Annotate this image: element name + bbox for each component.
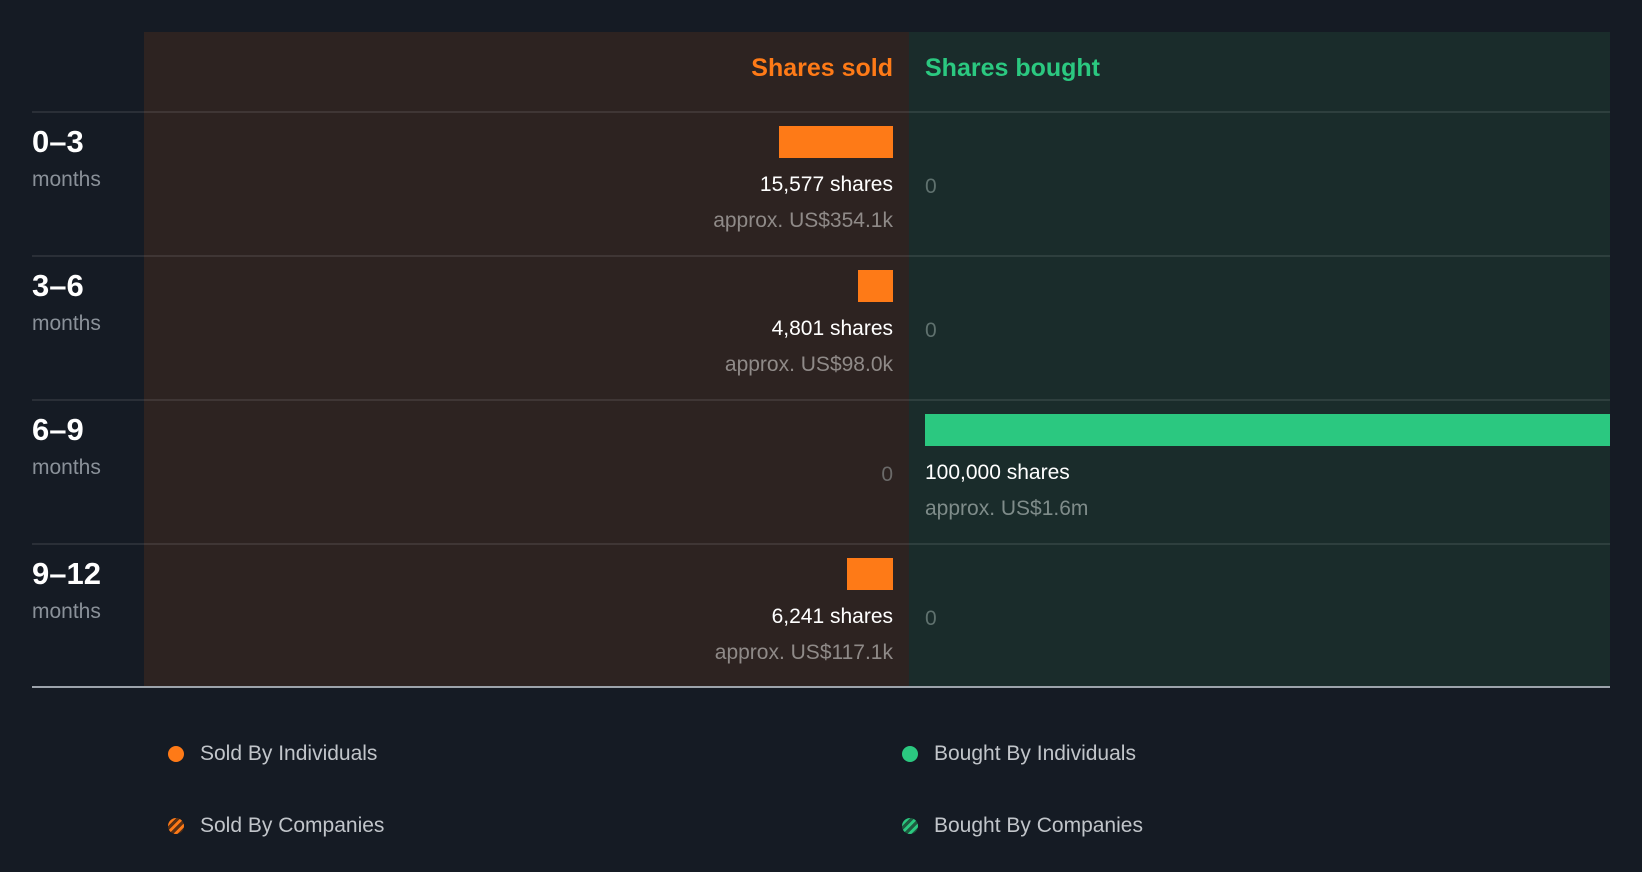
row-divider	[32, 111, 1610, 113]
bought-zero: 0	[925, 319, 937, 342]
row-divider	[32, 543, 1610, 545]
period-range: 3–6	[32, 268, 84, 303]
legend-bought-individuals[interactable]: Bought By Individuals	[902, 742, 1136, 766]
bought-shares: 100,000 shares	[925, 461, 1070, 484]
green-striped-dot-icon	[902, 818, 918, 834]
period-range: 9–12	[32, 556, 101, 591]
shares-bought-panel	[909, 32, 1610, 686]
sold-cell: 6,241 shares approx. US$117.1k	[715, 558, 893, 666]
period-unit: months	[32, 456, 101, 479]
legend-bought-companies[interactable]: Bought By Companies	[902, 814, 1143, 838]
orange-striped-dot-icon	[168, 818, 184, 834]
bought-approx-value: approx. US$1.6m	[925, 497, 1089, 520]
sold-shares: 6,241 shares	[771, 605, 893, 628]
green-dot-icon	[902, 746, 918, 762]
sold-shares: 4,801 shares	[771, 317, 893, 340]
shares-sold-header: Shares sold	[751, 54, 893, 82]
shares-bought-header: Shares bought	[925, 54, 1101, 82]
sold-approx-value: approx. US$117.1k	[714, 641, 893, 664]
period-label: 3–6 months	[32, 268, 101, 336]
sold-bar[interactable]	[858, 270, 893, 302]
table-row: 3–6 months 4,801 shares approx. US$98.0k…	[0, 256, 1642, 400]
legend-sold-companies[interactable]: Sold By Companies	[168, 814, 384, 838]
period-range: 6–9	[32, 412, 84, 447]
legend-label: Sold By Individuals	[200, 742, 378, 765]
chart-baseline	[32, 686, 1610, 688]
bought-cell: 0	[925, 606, 937, 632]
bought-cell: 0	[925, 174, 937, 200]
legend-label: Bought By Individuals	[934, 742, 1136, 765]
legend-sold-individuals[interactable]: Sold By Individuals	[168, 742, 377, 766]
table-row: 0–3 months 15,577 shares approx. US$354.…	[0, 112, 1642, 256]
sold-approx-value: approx. US$98.0k	[724, 353, 893, 376]
period-label: 9–12 months	[32, 556, 101, 624]
sold-bar[interactable]	[847, 558, 893, 590]
bought-zero: 0	[925, 607, 937, 630]
period-unit: months	[32, 312, 101, 335]
period-label: 0–3 months	[32, 124, 101, 192]
period-label: 6–9 months	[32, 412, 101, 480]
sold-zero: 0	[881, 463, 893, 486]
orange-dot-icon	[168, 746, 184, 762]
row-divider	[32, 399, 1610, 401]
sold-cell: 4,801 shares approx. US$98.0k	[725, 270, 893, 378]
table-row: 9–12 months 6,241 shares approx. US$117.…	[0, 544, 1642, 688]
period-unit: months	[32, 600, 101, 623]
table-row: 6–9 months 0 100,000 shares approx. US$1…	[0, 400, 1642, 544]
sold-approx-value: approx. US$354.1k	[713, 209, 893, 232]
row-divider	[32, 255, 1610, 257]
sold-cell: 0	[881, 462, 893, 488]
period-range: 0–3	[32, 124, 84, 159]
period-unit: months	[32, 168, 101, 191]
bought-cell: 100,000 shares approx. US$1.6m	[925, 414, 1610, 522]
bought-bar[interactable]	[925, 414, 1610, 446]
sold-bar[interactable]	[779, 126, 893, 158]
bought-zero: 0	[925, 175, 937, 198]
bought-cell: 0	[925, 318, 937, 344]
sold-shares: 15,577 shares	[759, 173, 893, 196]
legend-label: Sold By Companies	[200, 814, 385, 837]
legend-label: Bought By Companies	[934, 814, 1143, 837]
sold-cell: 15,577 shares approx. US$354.1k	[713, 126, 893, 234]
